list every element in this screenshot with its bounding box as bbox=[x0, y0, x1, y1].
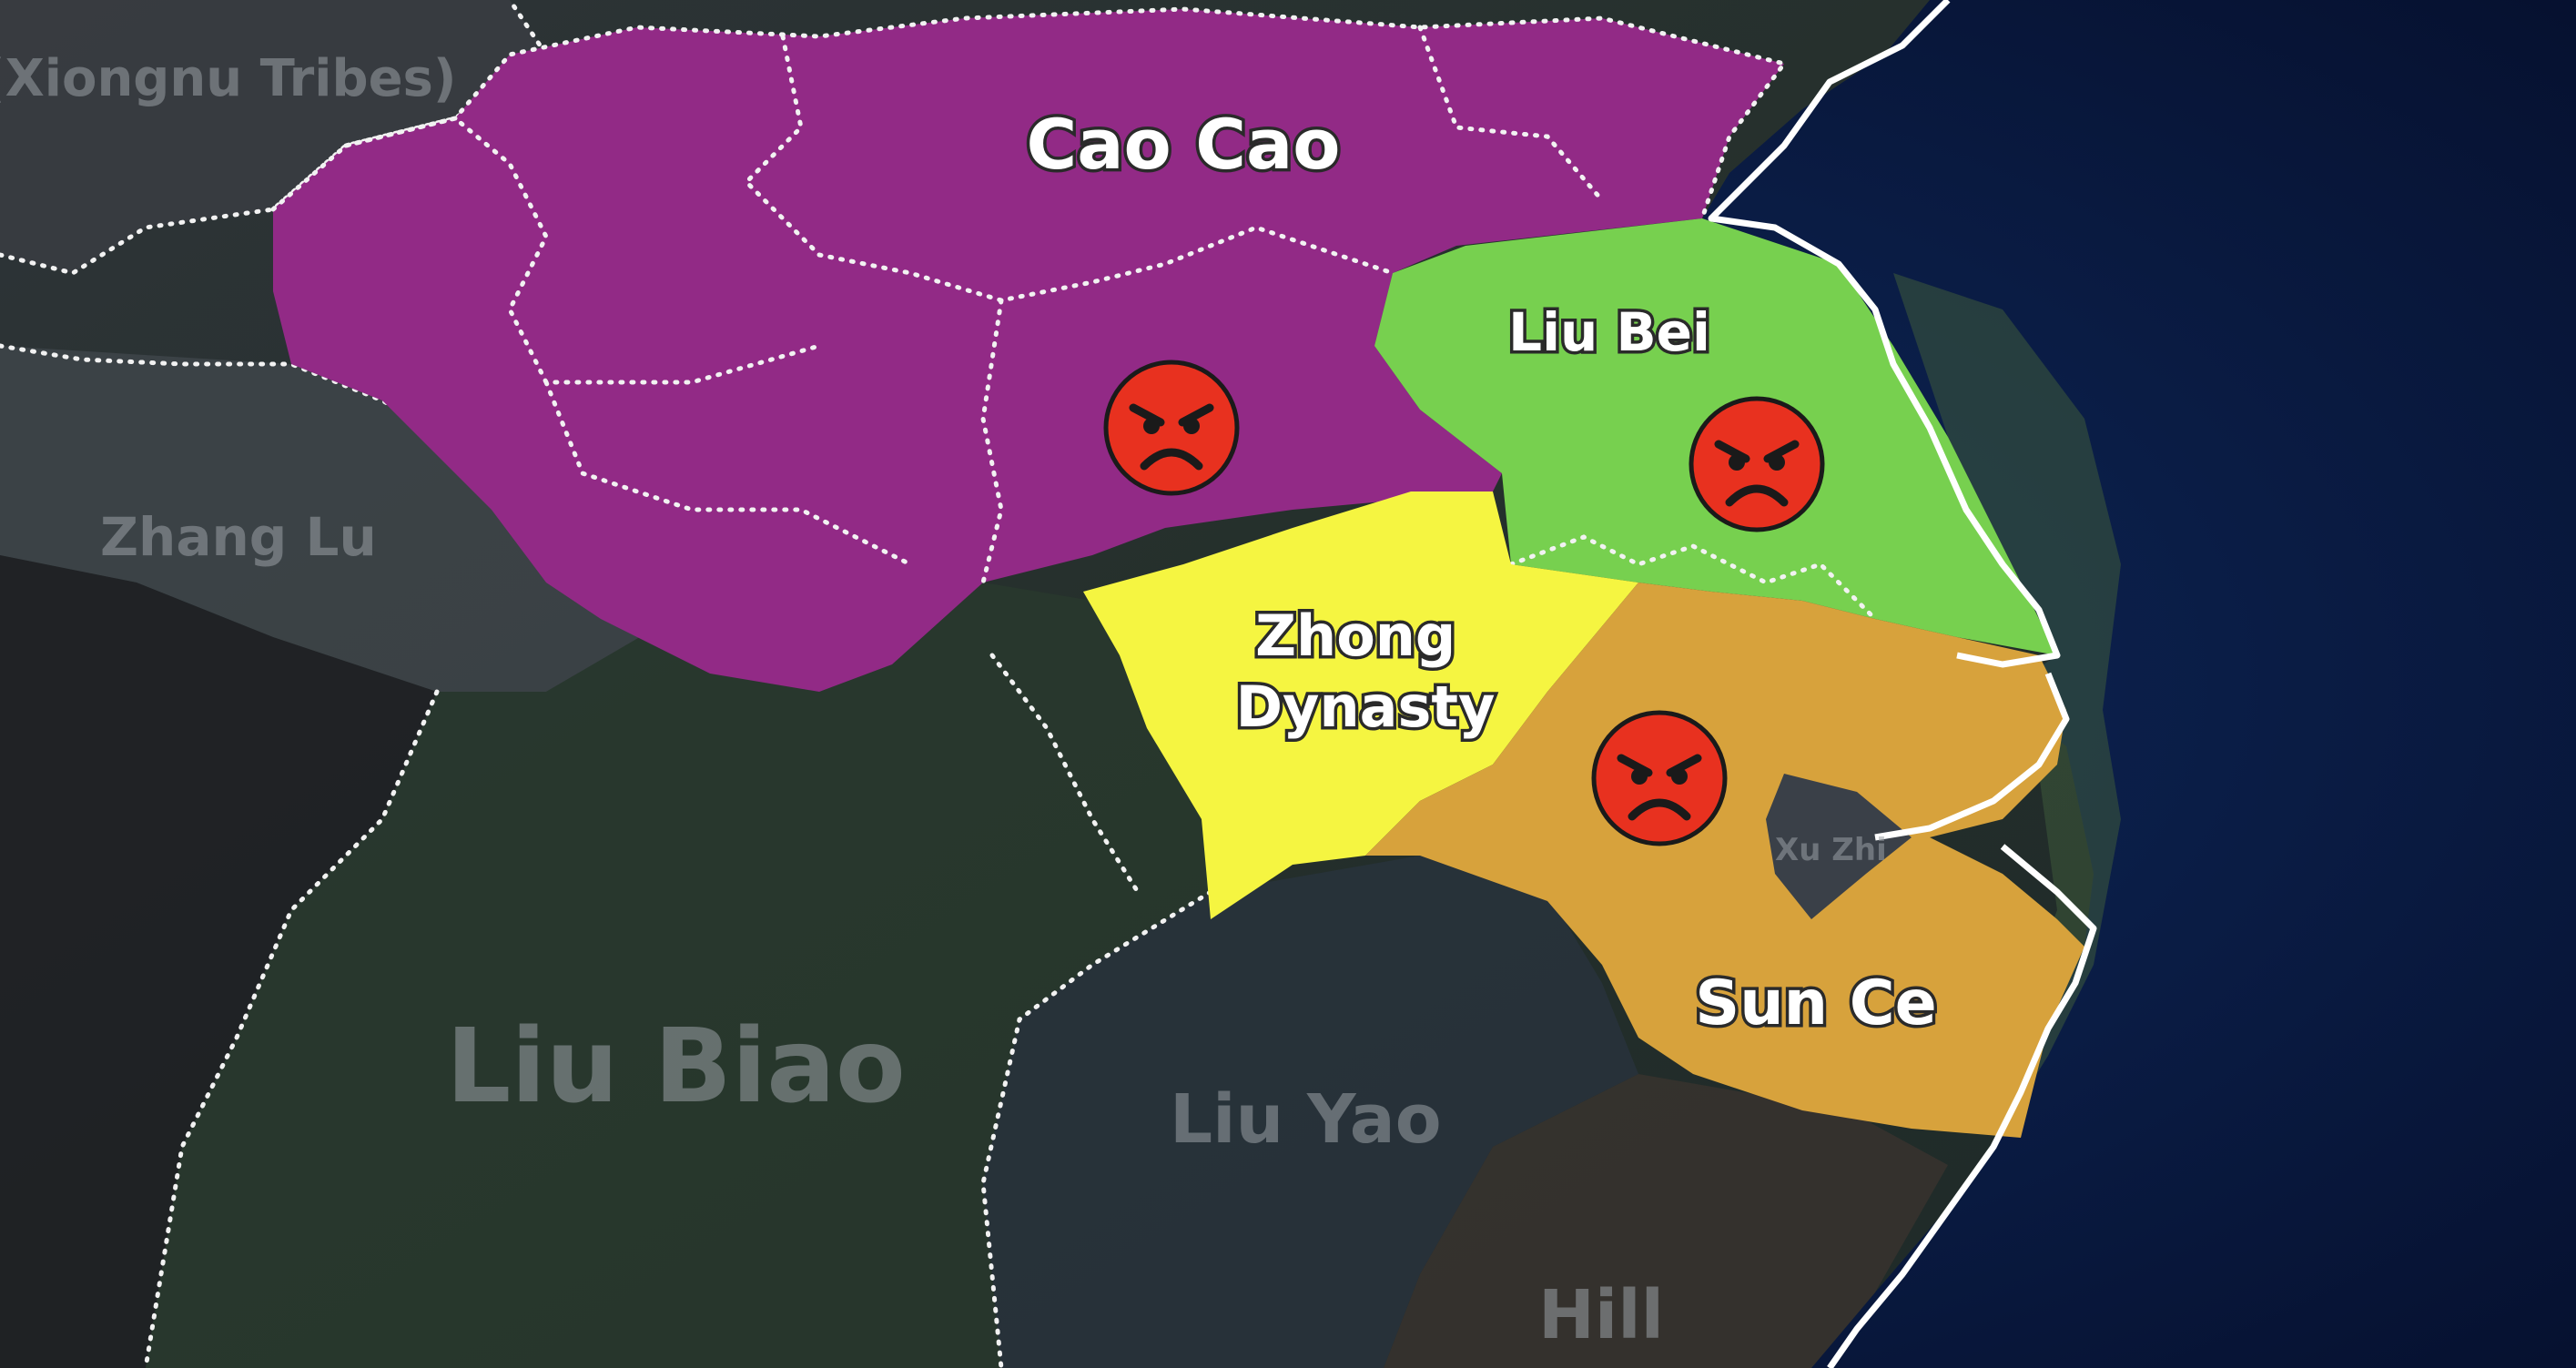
territory-sun-ce bbox=[1365, 583, 2084, 1138]
region-zhanglu bbox=[0, 346, 655, 692]
label-xiongnu: (Xiongnu Tribes) bbox=[0, 49, 456, 108]
label-zhang-lu: Zhang Lu bbox=[100, 506, 377, 568]
coastline bbox=[1708, 0, 2097, 1368]
angry-face-icon bbox=[1103, 360, 1240, 496]
label-cao-cao: Cao Cao bbox=[1026, 104, 1340, 185]
enclave-xu-zhi bbox=[1766, 774, 1912, 919]
label-liu-bei: Liu Bei bbox=[1508, 301, 1710, 363]
cao-border-d bbox=[1417, 25, 1605, 203]
cao-border-a bbox=[343, 116, 822, 385]
territory-zhong-dynasty bbox=[1083, 491, 1638, 919]
angry-face-icon bbox=[1689, 396, 1825, 532]
region-hill bbox=[1384, 1074, 1948, 1368]
label-liu-yao: Liu Yao bbox=[1170, 1080, 1442, 1159]
border-4 bbox=[980, 889, 1213, 1368]
liubei-border bbox=[1508, 534, 1878, 622]
region-west-dark bbox=[0, 555, 437, 1368]
region-xiongnu bbox=[0, 0, 546, 273]
region-liubiao bbox=[146, 583, 1211, 1368]
border-5 bbox=[989, 653, 1141, 895]
cao-outer bbox=[270, 6, 1789, 221]
region-liuyao bbox=[983, 856, 1638, 1368]
label-zhong-line2: Dynasty bbox=[1236, 674, 1496, 740]
label-zhong-dynasty: Zhong Dynasty bbox=[1236, 603, 1496, 740]
cao-border-c bbox=[980, 298, 1004, 585]
label-hill: Hill bbox=[1538, 1276, 1664, 1354]
border-3 bbox=[143, 689, 440, 1368]
label-xu-zhi: Xu Zhi bbox=[1775, 832, 1887, 868]
territory-cao-cao bbox=[273, 9, 1784, 692]
label-liu-biao: Liu Biao bbox=[446, 1008, 906, 1126]
label-sun-ce: Sun Ce bbox=[1695, 968, 1937, 1039]
cao-border-e bbox=[543, 380, 913, 567]
angry-face-icon bbox=[1591, 710, 1728, 846]
label-zhong-line1: Zhong bbox=[1255, 603, 1455, 669]
cao-border-b bbox=[743, 34, 1395, 303]
